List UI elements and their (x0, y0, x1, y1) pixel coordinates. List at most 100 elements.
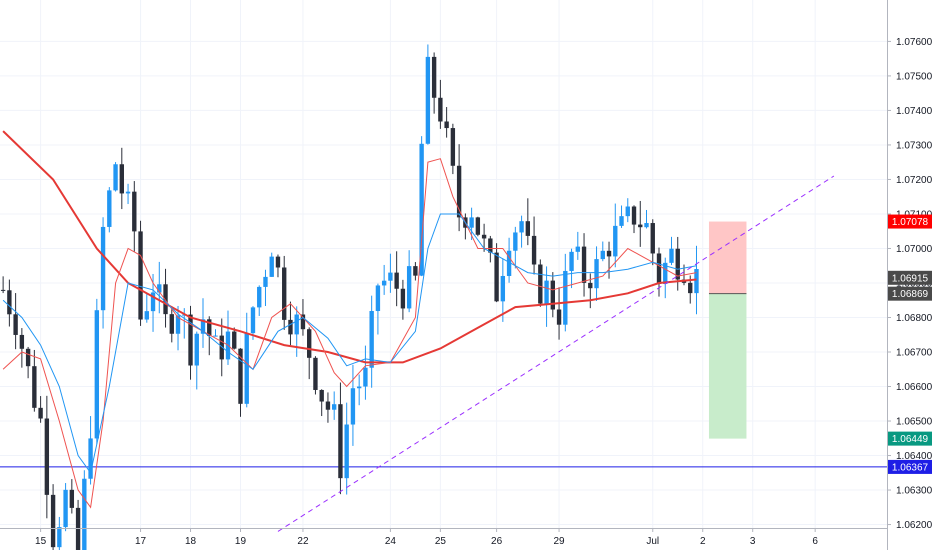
candle-body (550, 280, 555, 310)
x-tick-label: 3 (750, 536, 756, 547)
price-tag-label: 1.06915 (892, 273, 929, 284)
candle-body (594, 259, 599, 289)
candle-body (269, 256, 274, 277)
price-tag: 1.07078 (888, 214, 932, 229)
y-tick-label: 1.06700 (896, 348, 932, 359)
candle-body (456, 165, 462, 218)
candle-body (0, 289, 6, 291)
candle-body (294, 314, 299, 335)
candle-body (88, 438, 93, 479)
candle-body (207, 319, 212, 337)
candle-body (450, 128, 456, 166)
y-tick-label: 1.07400 (896, 106, 932, 117)
candle-body (500, 275, 506, 302)
y-tick-label: 1.06600 (896, 382, 932, 393)
candle-body (69, 489, 75, 508)
candle-body (525, 221, 531, 236)
candle-body (438, 97, 443, 122)
candle-body (325, 401, 331, 410)
price-tag-bg (888, 270, 932, 285)
candle-body (481, 234, 487, 239)
x-tick-label: 24 (385, 536, 397, 547)
candle-body (150, 292, 156, 312)
candle-body (363, 367, 368, 387)
candle-body (531, 235, 537, 265)
y-tick-label: 1.07300 (896, 140, 932, 151)
candle-body (631, 206, 637, 225)
candle-body (232, 331, 237, 349)
candle-body (588, 282, 593, 289)
candle-body (213, 335, 218, 337)
candle-body (169, 314, 174, 334)
price-tag-label: 1.06449 (892, 434, 929, 445)
candle-body (307, 329, 312, 358)
price-tag-bg (888, 459, 932, 474)
x-tick-label: 25 (435, 536, 447, 547)
candle-body (444, 121, 449, 129)
candle-body (344, 424, 349, 479)
candle-body (694, 269, 699, 294)
candle-body (44, 418, 50, 495)
candle-body (425, 56, 431, 144)
candle-body (144, 311, 149, 320)
price-tag-label: 1.07078 (892, 217, 929, 228)
candle-body (200, 319, 206, 334)
candle-body (175, 315, 181, 334)
candle-body (57, 527, 62, 548)
candle-body (100, 226, 106, 311)
candle-body (625, 206, 630, 217)
candle-body (394, 272, 399, 289)
candle-body (569, 251, 574, 271)
x-tick-label: 6 (812, 536, 818, 547)
y-tick-label: 1.06200 (896, 520, 932, 531)
price-tag-bg (888, 214, 932, 229)
candle-body (663, 262, 668, 284)
candle-body (381, 280, 387, 286)
candle-body (125, 191, 131, 194)
y-tick-label: 1.06400 (896, 451, 932, 462)
candle-body (519, 221, 524, 233)
candle-body (400, 288, 406, 309)
candle-body (244, 333, 249, 404)
candle-body (506, 250, 512, 276)
candle-body (544, 280, 549, 304)
candle-body (413, 266, 418, 276)
candle-body (32, 366, 37, 408)
y-tick-label: 1.06800 (896, 313, 932, 324)
candle-body (94, 310, 100, 439)
price-tag-label: 1.06367 (892, 462, 929, 473)
candle-body (63, 489, 68, 528)
stop-loss-zone (708, 221, 747, 294)
axes (0, 0, 891, 550)
price-tag-bg (888, 431, 932, 446)
candle-body (650, 223, 655, 254)
candle-body (538, 264, 543, 304)
long-position-tool[interactable] (708, 221, 747, 439)
candle-body (163, 284, 168, 315)
candle-body (157, 284, 162, 293)
price-tag: 1.06869 (888, 286, 932, 301)
x-tick-label: 19 (235, 536, 247, 547)
y-tick-label: 1.07000 (896, 244, 932, 255)
candle-body (188, 314, 193, 366)
candle-body (675, 248, 680, 280)
candle-body (669, 248, 674, 263)
moving-average-line (2, 130, 697, 364)
candle-body (556, 309, 562, 325)
x-tick-label: 15 (35, 536, 47, 547)
candle-body (50, 494, 56, 548)
candle-body (250, 307, 256, 334)
candle-body (107, 190, 112, 227)
candle-body (138, 231, 143, 320)
candle-body (350, 388, 356, 425)
x-tick-label: 29 (553, 536, 565, 547)
x-tick-label: 2 (700, 536, 706, 547)
candle-body (606, 250, 612, 257)
trendline[interactable] (277, 175, 835, 532)
candle-body (638, 224, 643, 228)
candle-body (313, 357, 318, 390)
x-tick-label: 17 (135, 536, 147, 547)
candle-body (82, 478, 87, 550)
